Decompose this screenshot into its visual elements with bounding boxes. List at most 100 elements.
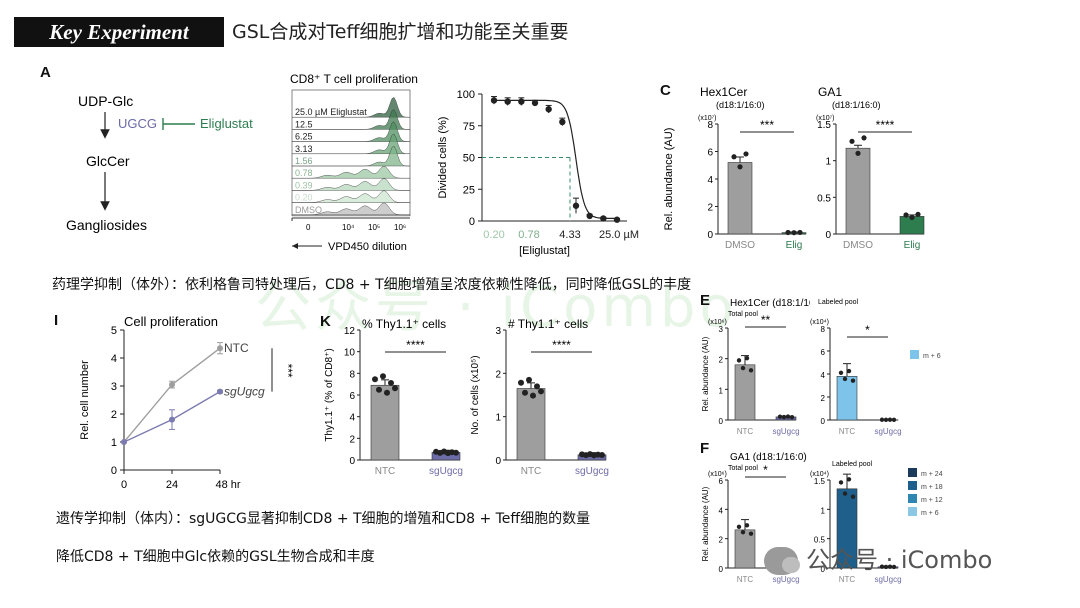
significance-stars: **** [406, 338, 425, 352]
x-tick-label: 0.78 [518, 229, 539, 241]
legend-swatch [910, 350, 919, 359]
data-point [846, 368, 852, 374]
data-point [849, 138, 855, 144]
x-tick-label: 0 [121, 479, 127, 491]
y-tick-label: 2 [719, 536, 724, 545]
x-tick-label: NTC [375, 466, 396, 477]
panel-label-c: C [660, 82, 671, 99]
y-tick-label: 1.5 [814, 477, 826, 486]
data-point [169, 381, 175, 388]
y-tick-label: 3 [495, 326, 501, 337]
x-tick-label: sgUgcg [772, 427, 799, 436]
data-point [797, 229, 803, 236]
data-point [861, 135, 867, 141]
data-point [838, 480, 844, 485]
pathway-gangliosides: Gangliosides [66, 217, 147, 233]
data-point [518, 379, 524, 386]
data-point [909, 214, 915, 221]
chart-subtitle: (d18:1/16:0) [716, 100, 765, 110]
chart-title: # Thy1.1⁺ cells [508, 317, 588, 331]
data-point [736, 524, 742, 530]
watermark-text: 公众号 · iCombo [255, 275, 738, 340]
data-point [883, 417, 889, 422]
x-tick-label: 4.33 [559, 229, 580, 241]
x-tick-label: Elig [904, 240, 921, 251]
histogram-trace [292, 145, 411, 167]
data-point [891, 564, 897, 570]
data-point [518, 98, 525, 105]
data-point [740, 365, 746, 371]
data-point [743, 151, 749, 157]
legend-label: m + 12 [921, 497, 943, 504]
data-point [887, 564, 893, 569]
data-point [538, 388, 544, 395]
y-tick-label: 8 [707, 120, 713, 131]
data-point [903, 212, 909, 218]
bar [727, 162, 753, 235]
y-tick-label: 4 [111, 353, 117, 365]
data-point [376, 386, 382, 393]
data-point [380, 373, 386, 380]
data-point [879, 564, 885, 569]
data-point [887, 417, 893, 422]
y-tick-label: 1 [719, 386, 724, 395]
histogram-x-tick: 10⁴ [342, 223, 355, 232]
data-point [522, 389, 528, 396]
legend-swatch [908, 468, 917, 477]
legend-label: m + 24 [921, 471, 943, 478]
histogram-trace [292, 178, 410, 191]
axis-scale: (x10⁷) [816, 115, 834, 122]
histogram-panel: CD8⁺ T cell proliferation 25.0 µM Eliglu… [290, 72, 418, 253]
panel-label-e: E [700, 292, 711, 309]
data-point [891, 417, 897, 422]
chart-subtitle: Total pool [728, 465, 758, 472]
y-tick-label: 2 [719, 356, 724, 365]
histogram-row-label: 0.20 [295, 193, 313, 203]
data-point [785, 229, 791, 236]
y-tick-label: 25 [463, 184, 475, 196]
significance-stars: *** [760, 118, 774, 132]
significance-stars: ** [761, 313, 771, 327]
data-point [842, 491, 848, 496]
x-tick-label: 0.20 [483, 229, 504, 241]
histogram-trace [292, 165, 410, 179]
data-point [613, 216, 621, 223]
y-tick-label: 4 [821, 371, 826, 380]
data-point [883, 564, 889, 570]
wechat-watermark: 公众号 · iCombo [764, 540, 992, 575]
bar-chart-thy-percent: % Thy1.1⁺ cells 0 2 4 6 8 10 12 Thy1.1⁺ (% of CD… [324, 317, 463, 477]
y-tick-label: 0 [825, 230, 831, 241]
chart-subtitle: (d18:1/16:0) [832, 100, 881, 110]
y-axis-label: Rel. abundance (AU) [701, 486, 710, 561]
data-point [504, 98, 511, 105]
y-tick-label: 12 [344, 326, 356, 337]
histogram-trace [292, 133, 411, 154]
histogram-title: CD8⁺ T cell proliferation [290, 72, 418, 86]
histogram-trace [292, 97, 411, 118]
caption-pharmacological: 药理学抑制（体外）：依利格鲁司特处理后，CD8 + T细胞增殖呈浓度依赖性降低，… [52, 277, 692, 293]
x-tick-label: 25.0 µM [599, 229, 639, 241]
y-tick-label: 0 [707, 230, 713, 241]
data-point [534, 383, 540, 390]
x-tick-label: Elig [786, 240, 803, 251]
key-experiment-banner: Key Experiment [14, 17, 224, 47]
y-tick-label: 3 [111, 381, 117, 393]
y-tick-label: 1.5 [817, 120, 831, 131]
y-axis-label: No. of cells (x10⁵) [470, 355, 481, 434]
y-axis-label: Thy1.1⁺ (% of CD8⁺) [324, 348, 335, 441]
data-point [842, 376, 848, 382]
chart-subtitle: Labeled pool [832, 461, 873, 468]
data-point [530, 392, 536, 399]
panel-label-k: K [320, 313, 331, 330]
y-axis-label: Rel. abundance (AU) [663, 128, 675, 231]
significance-stars: **** [876, 118, 895, 132]
x-tick-label: NTC [521, 466, 542, 477]
x-tick-label: NTC [737, 427, 754, 436]
data-point [559, 118, 566, 126]
data-point [791, 230, 797, 236]
pathway-eliglustat: Eliglustat [200, 116, 253, 131]
axis-scale: (x10⁶) [708, 319, 727, 326]
data-point [526, 376, 532, 383]
legend-swatch [908, 494, 917, 503]
bar-chart-hex1cer-labeled: Labeled pool (x10⁴) 0 2 4 6 8 NTC sgUgcg * m + 6 [810, 299, 941, 436]
